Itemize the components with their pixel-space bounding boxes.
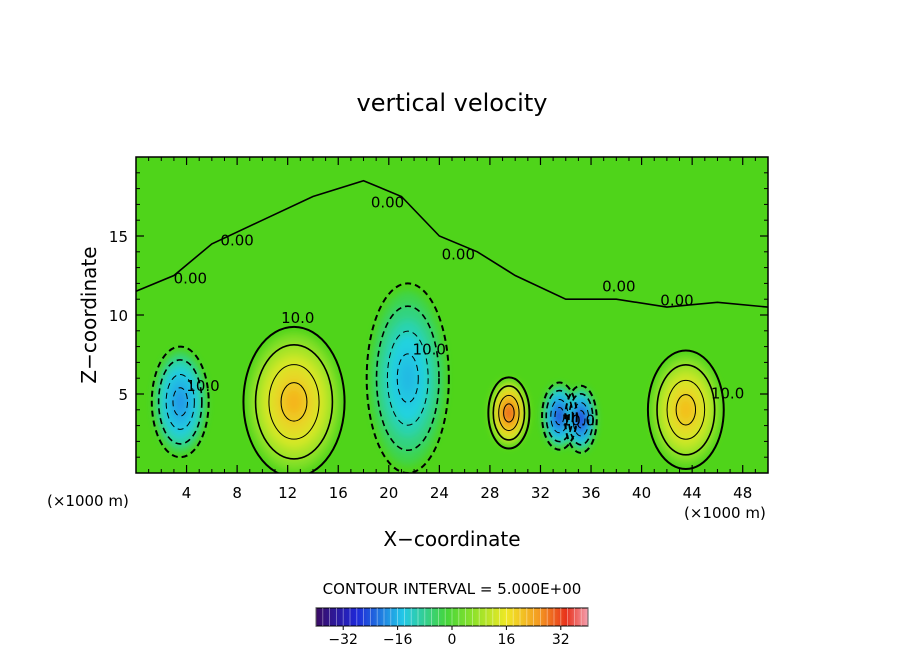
- contour-line: [487, 376, 531, 450]
- contour-line: [564, 384, 598, 454]
- contour-line: [503, 403, 515, 423]
- contour-line: [666, 379, 706, 440]
- y-tick-label: 10: [109, 307, 128, 325]
- x-tick-label: 40: [632, 484, 651, 502]
- contour-line: [150, 345, 210, 459]
- x-tick-label: 8: [232, 484, 242, 502]
- contour-line: [280, 382, 308, 422]
- contour-line: [157, 359, 203, 445]
- colorbar: −32 −16 0 16 32: [315, 607, 589, 648]
- contour-line: [545, 389, 574, 443]
- field-cell: [154, 351, 207, 453]
- contour-line: [656, 363, 716, 456]
- contour-line: [375, 305, 440, 452]
- contour-line: [646, 349, 725, 471]
- x-tick-label: 36: [581, 484, 600, 502]
- plot-area: 0.00 0.00 0.00 0.00 0.00 0.00 10.0 10.0 10.0 10.0…: [136, 157, 768, 473]
- y-tick-label: 15: [109, 228, 128, 246]
- contour-label: 10.0: [413, 341, 446, 359]
- contour-line: [554, 407, 565, 426]
- contour-label: 0.00: [602, 277, 635, 295]
- contour-line: [365, 282, 450, 473]
- zero-contour: [136, 179, 768, 308]
- x-tick-label: 24: [430, 484, 449, 502]
- contour-label: 10.0: [281, 309, 314, 327]
- contour-interval-text: CONTOUR INTERVAL = 5.000E+00: [323, 580, 582, 598]
- field-cell: [369, 290, 446, 466]
- contour-group: [564, 384, 598, 454]
- contour-line: [675, 394, 697, 426]
- contour-group: [150, 345, 210, 459]
- chart-title: vertical velocity: [357, 89, 548, 117]
- contour-line: [268, 364, 320, 440]
- contour-label: 0.00: [220, 231, 253, 249]
- contour-line: [242, 325, 346, 473]
- contour-label: 0.00: [371, 194, 404, 212]
- x-tick-label: 44: [683, 484, 702, 502]
- x-tick-label: 32: [531, 484, 550, 502]
- contour-line: [572, 402, 590, 437]
- x-tick-label: 12: [278, 484, 297, 502]
- colorbar-tick-label: 32: [552, 632, 570, 648]
- contour-line: [550, 398, 569, 434]
- field-cell: [489, 380, 528, 446]
- field-cell: [650, 355, 721, 465]
- x-tick-label: 16: [329, 484, 348, 502]
- contour-line: [568, 392, 594, 446]
- x-axis-label: X−coordinate: [383, 527, 520, 551]
- colorbar-tick-label: −32: [328, 632, 358, 648]
- colorbar-tick-label: 0: [448, 632, 457, 648]
- y-axis-label: Z−coordinate: [77, 246, 101, 383]
- contour-label: 10.0: [186, 377, 219, 395]
- y-tick-label: 5: [118, 386, 128, 404]
- contour-line: [396, 353, 419, 403]
- contour-line: [498, 394, 520, 432]
- x-tick-label: 48: [733, 484, 752, 502]
- x-tick-label: 4: [182, 484, 192, 502]
- contour-line: [172, 387, 189, 417]
- colorbar-tick-label: 16: [497, 632, 515, 648]
- x-tick-label: 20: [379, 484, 398, 502]
- z-unit-label: (×1000 m): [47, 492, 129, 510]
- contour-label: 0.00: [660, 292, 693, 310]
- contour-label: 0.00: [174, 269, 207, 287]
- contour-label: 10.0: [562, 412, 595, 430]
- contour-line: [576, 410, 586, 429]
- field-cell: [247, 332, 341, 471]
- contour-line: [492, 385, 526, 441]
- contour-group: [242, 325, 346, 473]
- contour-group: [365, 282, 450, 473]
- colorbar-tick-label: −16: [383, 632, 413, 648]
- x-tick-label: 28: [480, 484, 499, 502]
- contour-line: [165, 373, 195, 430]
- contour-line: [386, 330, 429, 426]
- contour-group: [646, 349, 725, 471]
- contour-group: [487, 376, 531, 450]
- contour-label: 10.0: [711, 385, 744, 403]
- x-unit-label: (×1000 m): [684, 504, 766, 522]
- contour-line: [254, 344, 334, 460]
- contour-label: 0.00: [442, 246, 475, 264]
